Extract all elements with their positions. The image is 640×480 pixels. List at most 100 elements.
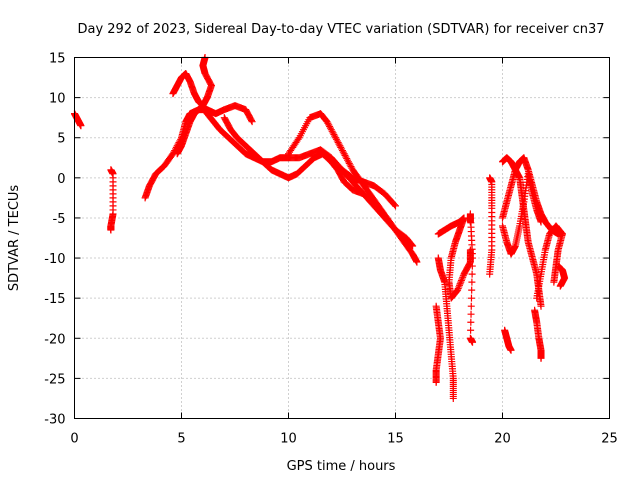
series-track-k [434,214,474,302]
data-point-marker [392,202,399,210]
data-point-marker [468,262,476,270]
grid-lines [74,57,610,419]
data-point-marker [466,246,474,254]
series-track-l [466,210,477,346]
y-axis-title: SDTVAR / TECUs [7,185,22,292]
data-point-marker [455,283,463,291]
y-tick-label: 10 [49,92,66,107]
x-tick-label: 0 [70,432,78,447]
data-point-marker [449,394,457,402]
series-track-a [71,110,85,130]
data-point-marker [507,346,515,354]
data-point-marker [335,140,343,148]
data-point-marker [556,282,564,290]
data-point-marker [328,127,336,135]
series-track-j [434,254,457,402]
y-tick-label: -5 [53,212,66,227]
axis-ticks [74,57,610,419]
data-point-marker [454,285,462,293]
data-point-marker [468,286,476,294]
data-point-marker [341,151,349,159]
x-tick-label: 20 [494,432,511,447]
data-point-marker [467,310,475,318]
series-track-h [338,166,417,250]
data-point-marker [537,302,545,310]
y-tick-labels: 15 10 5 0 -5 -10 -15 -20 -25 -30 [44,52,65,428]
data-point-marker [407,240,415,248]
data-point-marker [455,281,463,289]
series-track-f [220,114,367,198]
data-point-marker [468,270,476,278]
x-tick-labels: 0 5 10 15 20 25 [70,432,617,447]
data-point-marker [339,148,347,156]
series-track-t [531,306,545,362]
data-point-marker [413,258,421,266]
data-point-marker [247,116,255,124]
data-point-marker [333,137,341,145]
x-tick-label: 5 [177,432,185,447]
data-point-marker [337,143,345,151]
data-point-marker [408,241,416,249]
data-point-marker [456,280,464,288]
series-track-s [501,326,515,354]
data-point-marker [77,122,85,130]
series-track-i [432,302,444,386]
data-point-marker [336,142,344,150]
data-point-marker [344,158,352,166]
y-tick-label: -20 [44,332,65,347]
data-point-marker [340,150,348,158]
data-point-marker [457,277,465,285]
data-point-marker [550,278,558,286]
data-point-marker [345,159,353,167]
data-point-marker [467,326,475,334]
data-point-marker [457,278,465,286]
data-point-marker [329,129,337,137]
data-point-marker [409,242,417,250]
x-tick-label: 10 [280,432,297,447]
x-tick-label: 15 [387,432,404,447]
data-point-marker [537,354,545,362]
data-point-marker [330,131,338,139]
data-point-marker [327,126,335,134]
x-axis-title: GPS time / hours [287,459,396,474]
y-tick-label: 15 [49,52,66,67]
data-point-marker [467,318,475,326]
data-point-marker [324,119,332,127]
data-point-marker [334,139,342,147]
chart-title: Day 292 of 2023, Sidereal Day-to-day VTE… [77,22,604,37]
data-point-marker [326,122,334,130]
series-track-c [141,102,256,202]
data-point-marker [332,134,340,142]
y-tick-label: 0 [57,172,65,187]
series-track-r [554,262,569,290]
series-track-e [169,54,215,110]
data-point-marker [338,145,346,153]
y-tick-label: 5 [57,132,65,147]
data-point-marker [486,270,494,278]
data-point-marker [454,286,462,294]
series-track-q [533,222,566,302]
y-tick-label: -15 [44,292,65,307]
data-point-marker [343,155,351,163]
data-point-marker [338,147,346,155]
data-point-marker [346,161,354,169]
y-tick-label: -30 [44,413,65,428]
data-point-marker [469,254,477,262]
data-point-marker [432,378,440,386]
data-point-marker [537,218,545,226]
data-point-marker [332,135,340,143]
data-point-marker [468,278,476,286]
data-point-marker [294,135,302,143]
data-point-marker [467,294,475,302]
y-tick-label: -25 [44,372,65,387]
data-point-marker [459,273,467,281]
data-point-marker [458,275,466,283]
data-point-marker [325,121,333,129]
y-tick-label: -10 [44,252,65,267]
data-point-marker [390,201,398,209]
data-point-marker [107,226,115,234]
data-point-marker [469,338,477,346]
series-track-p [499,170,545,258]
